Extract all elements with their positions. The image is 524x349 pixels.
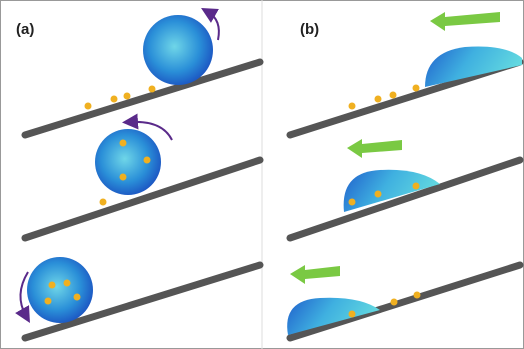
figure: (a) (b) <box>0 0 524 349</box>
panel-label: (a) <box>16 21 34 38</box>
panel-label: (b) <box>300 21 319 38</box>
